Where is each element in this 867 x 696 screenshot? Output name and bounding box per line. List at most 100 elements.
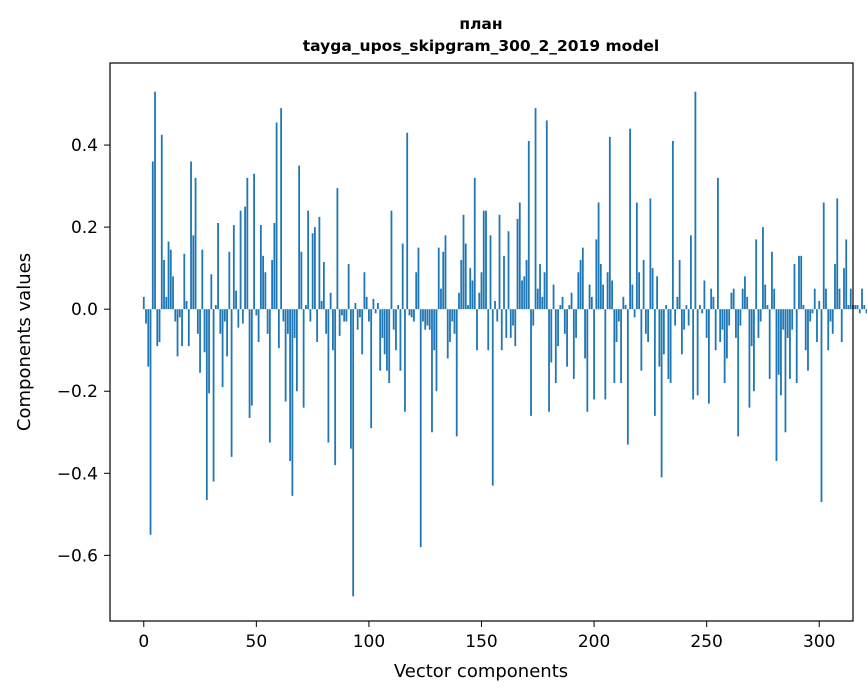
bar-component-232 — [665, 305, 667, 309]
bar-component-286 — [787, 309, 789, 338]
bar-component-24 — [197, 309, 199, 334]
bar-component-316 — [854, 305, 856, 309]
bar-component-71 — [303, 309, 305, 407]
bar-component-320 — [863, 305, 865, 309]
bar-component-43 — [240, 211, 242, 309]
bar-component-11 — [168, 241, 170, 309]
bar-component-4 — [152, 161, 154, 309]
bar-component-168 — [521, 280, 523, 309]
bar-component-86 — [337, 188, 339, 309]
x-tick-label: 300 — [803, 632, 835, 652]
bar-component-261 — [731, 293, 733, 309]
bar-component-234 — [670, 309, 672, 383]
bar-component-144 — [467, 305, 469, 309]
bar-component-181 — [550, 309, 552, 362]
bar-component-213 — [622, 297, 624, 309]
bar-component-224 — [647, 309, 649, 342]
bar-component-310 — [841, 309, 843, 342]
bar-component-44 — [242, 309, 244, 323]
y-tick-label: 0.0 — [71, 300, 98, 320]
bar-component-7 — [159, 309, 161, 342]
bar-component-270 — [751, 309, 753, 346]
bar-component-66 — [291, 309, 293, 496]
bar-component-154 — [490, 235, 492, 309]
bar-component-85 — [334, 309, 336, 465]
bar-component-295 — [807, 309, 809, 371]
bar-component-138 — [454, 309, 456, 334]
bar-component-167 — [519, 203, 521, 310]
bar-component-294 — [805, 309, 807, 350]
bar-component-20 — [188, 309, 190, 346]
bar-component-134 — [445, 235, 447, 309]
bar-component-95 — [357, 309, 359, 330]
bar-component-275 — [762, 227, 764, 309]
bar-component-312 — [845, 239, 847, 309]
bar-component-148 — [476, 309, 478, 350]
bar-component-18 — [183, 254, 185, 309]
bar-component-196 — [584, 309, 586, 358]
bar-component-237 — [676, 297, 678, 309]
bar-component-146 — [472, 280, 474, 309]
bar-component-12 — [170, 250, 172, 309]
bar-component-304 — [827, 309, 829, 350]
bar-component-258 — [724, 309, 726, 383]
bar-component-249 — [704, 280, 706, 309]
x-tick-label: 0 — [138, 632, 149, 652]
bar-component-82 — [328, 309, 330, 442]
bar-component-106 — [382, 309, 384, 338]
bar-component-172 — [530, 309, 532, 416]
bar-component-298 — [814, 289, 816, 310]
bar-component-287 — [789, 309, 791, 379]
bar-component-117 — [406, 133, 408, 309]
bar-component-72 — [305, 305, 307, 309]
bar-component-35 — [222, 309, 224, 387]
bar-component-96 — [359, 309, 361, 317]
bar-component-68 — [296, 309, 298, 391]
bar-component-231 — [663, 309, 665, 354]
bar-component-34 — [219, 309, 221, 334]
bar-component-109 — [388, 309, 390, 383]
bar-component-308 — [836, 198, 838, 309]
bar-component-194 — [580, 260, 582, 309]
bar-component-306 — [832, 309, 834, 334]
bar-component-203 — [600, 264, 602, 309]
bar-component-221 — [640, 309, 642, 371]
bar-component-153 — [487, 309, 489, 350]
bar-component-29 — [208, 309, 210, 393]
bar-component-259 — [726, 309, 728, 358]
bar-component-178 — [544, 272, 546, 309]
bar-component-291 — [798, 256, 800, 309]
bar-component-97 — [361, 309, 363, 354]
bar-component-272 — [755, 239, 757, 309]
bar-component-151 — [483, 211, 485, 309]
y-tick-label: 0.4 — [71, 136, 98, 156]
bar-component-42 — [237, 309, 239, 327]
bar-component-129 — [433, 309, 435, 350]
bar-component-243 — [690, 235, 692, 309]
bar-component-0 — [143, 297, 145, 309]
bar-component-214 — [625, 305, 627, 309]
bar-component-122 — [418, 248, 420, 310]
bar-component-278 — [769, 309, 771, 379]
bar-component-313 — [848, 305, 850, 309]
bar-component-141 — [460, 260, 462, 309]
bar-component-22 — [192, 235, 194, 309]
bar-component-55 — [267, 309, 269, 334]
bar-component-23 — [195, 178, 197, 309]
bar-component-202 — [598, 203, 600, 310]
bar-component-156 — [494, 301, 496, 309]
bar-component-56 — [269, 309, 271, 442]
bar-component-301 — [821, 309, 823, 502]
bar-component-198 — [589, 285, 591, 310]
bar-component-37 — [226, 309, 228, 356]
bar-component-236 — [674, 309, 676, 325]
bar-component-246 — [697, 309, 699, 395]
bar-component-201 — [595, 239, 597, 309]
bar-chart: план tayga_upos_skipgram_300_2_2019 mode… — [0, 0, 867, 696]
bar-component-171 — [528, 141, 530, 309]
bar-component-31 — [213, 309, 215, 481]
bar-component-279 — [771, 252, 773, 309]
bar-component-142 — [463, 215, 465, 309]
bar-component-177 — [541, 297, 543, 309]
bar-component-241 — [685, 305, 687, 309]
